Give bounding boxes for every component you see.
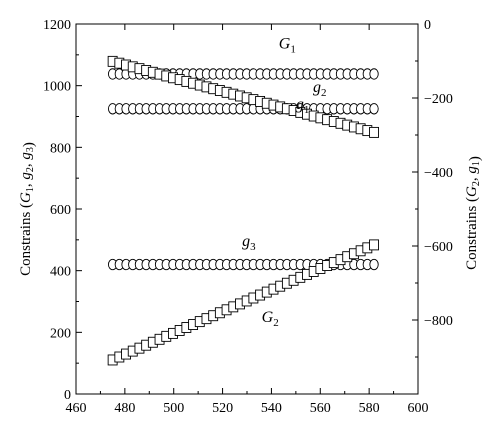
- y-right-tick-label: −600: [424, 240, 453, 255]
- g2-label: g2: [313, 79, 327, 99]
- data-point-g3: [369, 258, 379, 271]
- y-left-tick-label: 600: [50, 203, 71, 218]
- y-left-tick-label: 1200: [43, 18, 71, 33]
- x-tick-label: 600: [408, 401, 429, 416]
- y-left-tick-label: 0: [64, 388, 71, 403]
- y-right-tick-label: −400: [424, 166, 453, 181]
- y-axis-left: 0 200 400 600 800 1000 1200: [43, 18, 82, 403]
- x-tick-label: 500: [163, 401, 184, 416]
- x-tick-label: 460: [66, 401, 87, 416]
- g3-label: g3: [242, 233, 256, 253]
- data-point-G1: [369, 68, 379, 80]
- data-point-G2: [369, 239, 379, 251]
- series-G2: [107, 239, 379, 366]
- y-axis-right: −800 −600 −400 −200 0: [412, 18, 453, 358]
- y-axis-right-title: Constrains (G2, g1): [464, 156, 483, 270]
- x-axis: 460 480 500 520 540 560 580 600: [66, 24, 429, 416]
- y-left-tick-label: 200: [50, 326, 71, 341]
- G1-label: G1: [279, 36, 296, 56]
- x-tick-label: 520: [212, 401, 233, 416]
- y-axis-left-title: Constrains (G1, g2, g3): [18, 142, 37, 276]
- y-right-tick-label: 0: [424, 18, 431, 33]
- G2-label: G2: [262, 309, 279, 329]
- y-right-tick-label: −800: [424, 314, 453, 329]
- y-right-tick-label: −200: [424, 92, 453, 107]
- series-g1: [107, 55, 379, 138]
- y-left-tick-label: 400: [50, 265, 71, 280]
- series-layer: [107, 55, 379, 366]
- y-left-tick-label: 1000: [43, 80, 71, 95]
- data-point-g2: [369, 103, 379, 115]
- x-tick-label: 480: [114, 401, 135, 416]
- g1-label: g1: [296, 96, 310, 116]
- x-tick-label: 580: [359, 401, 380, 416]
- data-point-g1: [369, 126, 379, 138]
- x-tick-label: 560: [310, 401, 331, 416]
- x-tick-label: 540: [261, 401, 282, 416]
- series-g2: [107, 103, 379, 115]
- y-left-tick-label: 800: [50, 141, 71, 156]
